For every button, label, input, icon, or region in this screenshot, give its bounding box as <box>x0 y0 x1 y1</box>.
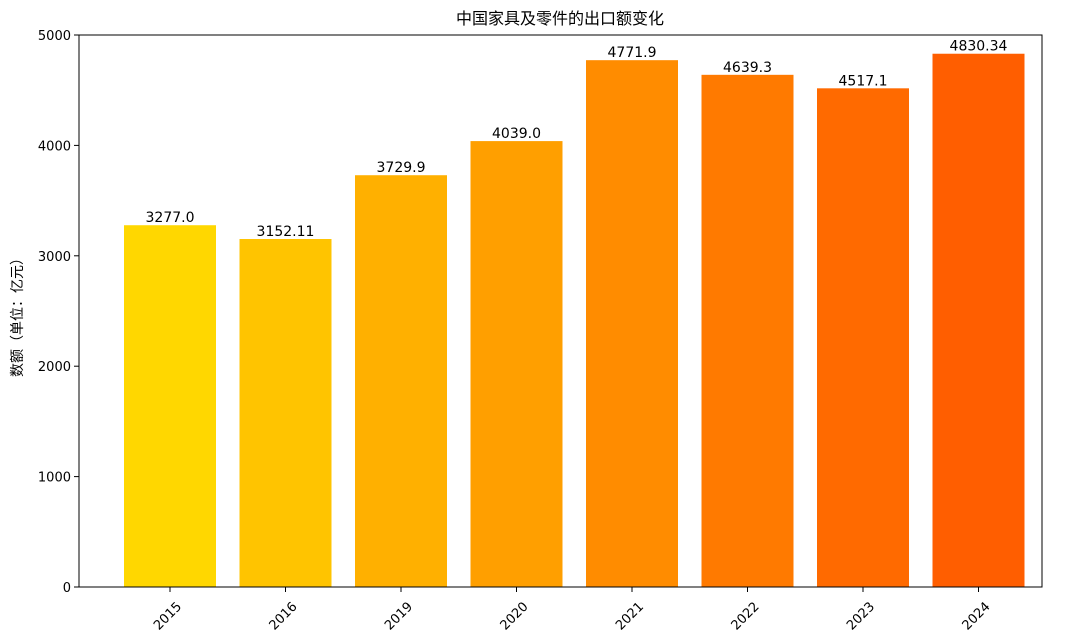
x-tick-label-2020: 2020 <box>498 599 532 633</box>
x-axis: 2015 2016 2019 2020 2021 2022 2023 2024 <box>151 587 994 633</box>
x-tick-label-2022: 2022 <box>729 599 763 633</box>
bar-2023 <box>817 88 909 587</box>
data-label-2023: 4517.1 <box>839 73 888 89</box>
y-axis: 0 1000 2000 3000 4000 5000 <box>38 29 79 596</box>
data-label-2016: 3152.11 <box>257 224 315 240</box>
bar-2015 <box>124 225 216 588</box>
bar-2022 <box>701 74 794 587</box>
y-tick-label: 3000 <box>38 250 71 265</box>
y-tick-label: 5000 <box>38 29 71 44</box>
data-label-2019: 3729.9 <box>377 160 426 176</box>
x-tick-label-2015: 2015 <box>151 599 185 633</box>
y-tick-label: 4000 <box>38 139 71 154</box>
x-tick-label-2023: 2023 <box>844 599 878 633</box>
y-tick-label: 1000 <box>38 471 71 486</box>
x-tick-label-2021: 2021 <box>613 599 647 633</box>
data-labels-group: 3277.0 3152.11 3729.9 4039.0 4771.9 4639.3 451… <box>146 39 1008 240</box>
x-tick-label-2016: 2016 <box>267 599 301 633</box>
bars-group <box>124 53 1025 588</box>
x-tick-label-2024: 2024 <box>960 599 994 633</box>
plot-frame <box>78 34 1043 588</box>
chart-title: 中国家具及零件的出口额变化 <box>456 9 664 28</box>
bar-2021 <box>586 60 678 587</box>
bar-2024 <box>932 53 1025 587</box>
data-label-2022: 4639.3 <box>723 60 772 76</box>
bar-2020 <box>470 141 563 587</box>
data-label-2020: 4039.0 <box>492 126 541 142</box>
bar-2019 <box>355 175 447 587</box>
bar-2016 <box>239 239 332 587</box>
y-tick-label: 0 <box>63 581 71 596</box>
y-tick-label: 2000 <box>38 360 71 375</box>
y-axis-label: 数额（单位：亿元） <box>10 251 26 377</box>
x-tick-label-2019: 2019 <box>382 599 416 633</box>
data-label-2015: 3277.0 <box>146 210 195 226</box>
data-label-2021: 4771.9 <box>608 45 657 61</box>
data-label-2024: 4830.34 <box>950 39 1008 55</box>
